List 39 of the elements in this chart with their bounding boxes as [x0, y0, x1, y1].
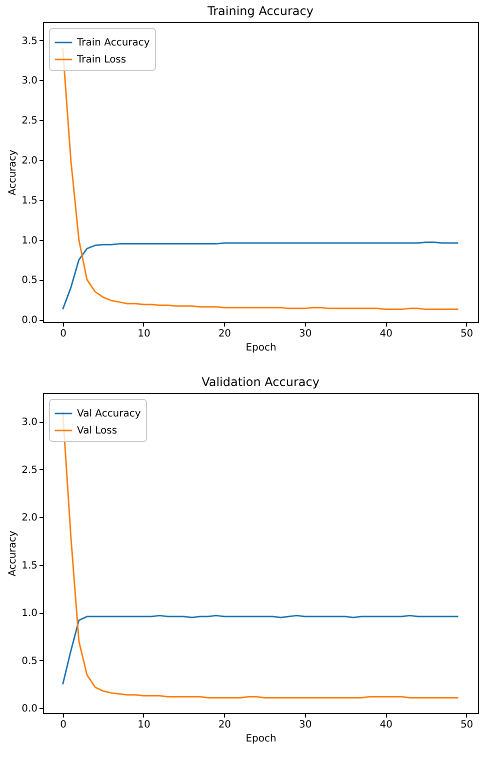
- x-tick-label: 0: [60, 720, 66, 730]
- x-tick-label: 50: [460, 328, 474, 340]
- y-tick-label: 1.5: [22, 195, 38, 206]
- x-tick-label: 50: [460, 720, 474, 730]
- x-tick-label: 0: [60, 328, 66, 340]
- x-tick-label: 10: [138, 328, 150, 340]
- y-tick-label: 1.0: [22, 608, 38, 620]
- line-series: [62, 614, 459, 686]
- x-tick-label: 20: [218, 720, 232, 730]
- x-tick-label: 20: [218, 328, 232, 340]
- x-tick-label: 40: [380, 328, 392, 340]
- x-tick-label: 30: [299, 328, 312, 340]
- legend-label: Val Accuracy: [77, 408, 141, 420]
- y-tick-label: 3.5: [22, 36, 38, 47]
- x-tick-label: 30: [299, 720, 312, 730]
- chart-title: Validation Accuracy: [202, 375, 320, 389]
- legend-label: Train Loss: [76, 54, 126, 66]
- y-tick-label: 2.0: [22, 156, 38, 167]
- y-tick-label: 1.5: [22, 560, 38, 572]
- y-tick-label: 0.0: [22, 704, 38, 715]
- y-tick-label: 2.0: [22, 512, 38, 524]
- y-tick-label: 1.0: [22, 235, 38, 246]
- line-series: [62, 241, 459, 310]
- x-axis-title: Epoch: [246, 342, 276, 354]
- y-tick-label: 2.5: [22, 116, 38, 127]
- y-tick-label: 3.0: [22, 417, 38, 428]
- y-tick-label: 0.5: [22, 656, 38, 667]
- x-tick-label: 10: [138, 720, 150, 730]
- legend-label: Train Accuracy: [76, 38, 150, 48]
- legend-label: Val Loss: [77, 426, 118, 436]
- x-axis-title: Epoch: [246, 734, 276, 744]
- x-tick-label: 40: [380, 720, 392, 730]
- y-tick-label: 0.0: [22, 315, 38, 326]
- y-axis-title: Accuracy: [8, 150, 19, 196]
- y-axis-title: Accuracy: [8, 530, 19, 576]
- chart-title: Training Accuracy: [206, 4, 314, 18]
- y-tick-label: 0.5: [22, 275, 38, 286]
- y-tick-label: 3.0: [22, 76, 38, 87]
- y-tick-label: 2.5: [22, 464, 38, 476]
